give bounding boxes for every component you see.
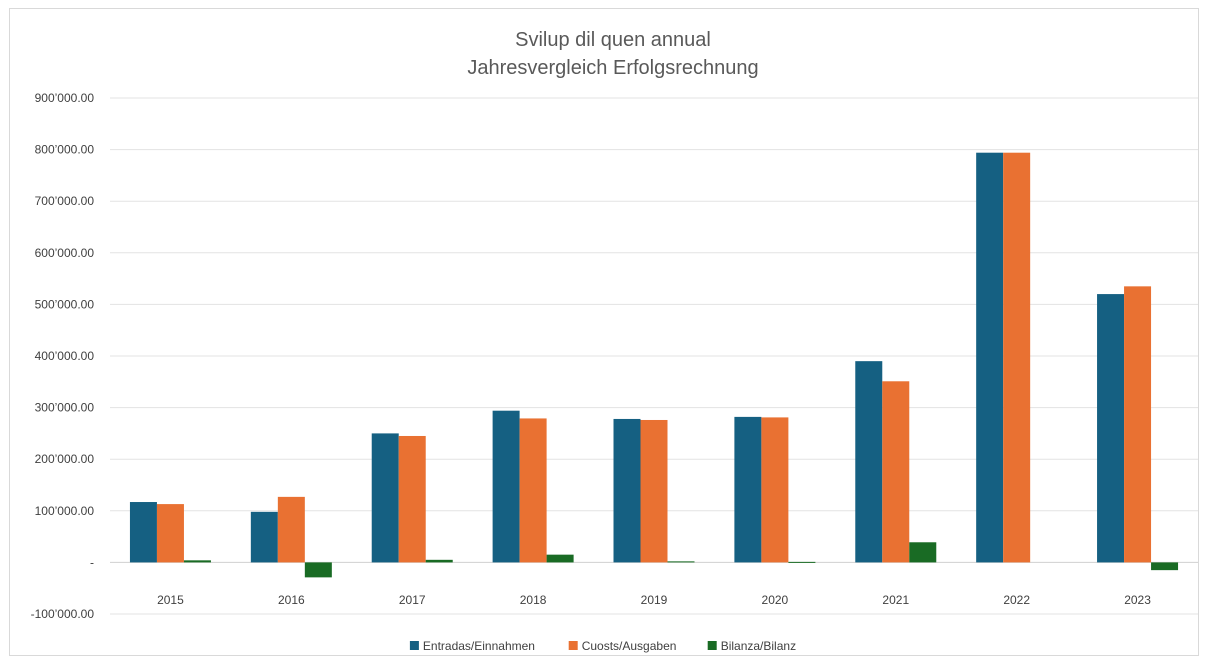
x-axis-tick-labels: 2015 2016 2017 2018 2019 2020 2021 2022 2023 — [157, 593, 1151, 607]
y-tick-label: 700’000.00 — [35, 194, 95, 208]
x-tick-label: 2020 — [762, 593, 789, 607]
legend: Entradas/Einnahmen Cuosts/Ausgaben Bilanza… — [409, 639, 796, 653]
bar-2020-1 — [734, 416, 762, 563]
bar-2018-1 — [492, 410, 520, 563]
bar-2021-2 — [882, 381, 910, 563]
bar-2020-2 — [761, 417, 789, 563]
bar-2018-3 — [546, 554, 574, 563]
bar-2016-3 — [304, 562, 332, 578]
bar-2017-1 — [371, 433, 399, 563]
legend-label: Bilanza/Bilanz — [721, 639, 796, 653]
legend-swatch-3 — [707, 641, 717, 650]
bar-2020-3 — [788, 561, 816, 563]
x-tick-label: 2022 — [1003, 593, 1030, 607]
bar-2022-1 — [976, 152, 1004, 563]
bar-2015-3 — [183, 560, 211, 563]
bar-chart: Svilup dil quen annual Jahresvergleich E… — [31, 29, 1198, 653]
y-tick-label: 500’000.00 — [35, 297, 95, 311]
y-tick-label: 900’000.00 — [35, 91, 95, 105]
bar-2019-1 — [613, 418, 641, 563]
x-tick-label: 2015 — [157, 593, 184, 607]
y-tick-label: 800’000.00 — [35, 143, 95, 157]
chart-title-line-1: Svilup dil quen annual — [515, 29, 711, 51]
bar-2021-1 — [855, 361, 883, 563]
y-tick-label: 300’000.00 — [35, 401, 95, 415]
bars — [129, 152, 1179, 578]
x-tick-label: 2017 — [399, 593, 426, 607]
y-tick-label: 600’000.00 — [35, 246, 95, 260]
y-tick-label: 400’000.00 — [35, 349, 95, 363]
bar-2018-2 — [519, 418, 547, 563]
bar-2022-2 — [1003, 152, 1031, 563]
bar-2015-1 — [129, 502, 157, 563]
legend-label: Entradas/Einnahmen — [423, 639, 535, 653]
legend-swatch-1 — [409, 641, 419, 650]
x-tick-label: 2023 — [1124, 593, 1151, 607]
x-tick-label: 2016 — [278, 593, 305, 607]
bar-2016-1 — [250, 511, 278, 563]
bar-2019-3 — [667, 561, 695, 563]
chart-area: Svilup dil quen annual Jahresvergleich E… — [9, 8, 1199, 656]
bar-2017-3 — [425, 559, 453, 563]
y-tick-label: 200’000.00 — [35, 452, 95, 466]
legend-label: Cuosts/Ausgaben — [582, 639, 677, 653]
y-axis-tick-labels: 900’000.00 800’000.00 700’000.00 600’000.00… — [31, 91, 95, 621]
bar-2023-3 — [1151, 562, 1179, 571]
bar-2021-3 — [909, 542, 937, 563]
x-tick-label: 2018 — [520, 593, 547, 607]
legend-swatch-2 — [568, 641, 578, 650]
chart-title: Svilup dil quen annual Jahresvergleich E… — [467, 29, 758, 79]
y-tick-label: -100’000.00 — [31, 607, 95, 621]
bar-2015-2 — [156, 504, 184, 563]
y-tick-label: 100’000.00 — [35, 504, 95, 518]
x-tick-label: 2019 — [641, 593, 668, 607]
bar-2019-2 — [640, 419, 668, 563]
bar-2016-2 — [277, 496, 305, 563]
bar-2023-2 — [1124, 286, 1152, 563]
bar-2017-2 — [398, 435, 426, 563]
x-tick-label: 2021 — [882, 593, 909, 607]
chart-title-line-2: Jahresvergleich Erfolgsrechnung — [467, 57, 758, 79]
y-tick-label: - — [90, 555, 94, 569]
bar-2023-1 — [1097, 294, 1125, 563]
